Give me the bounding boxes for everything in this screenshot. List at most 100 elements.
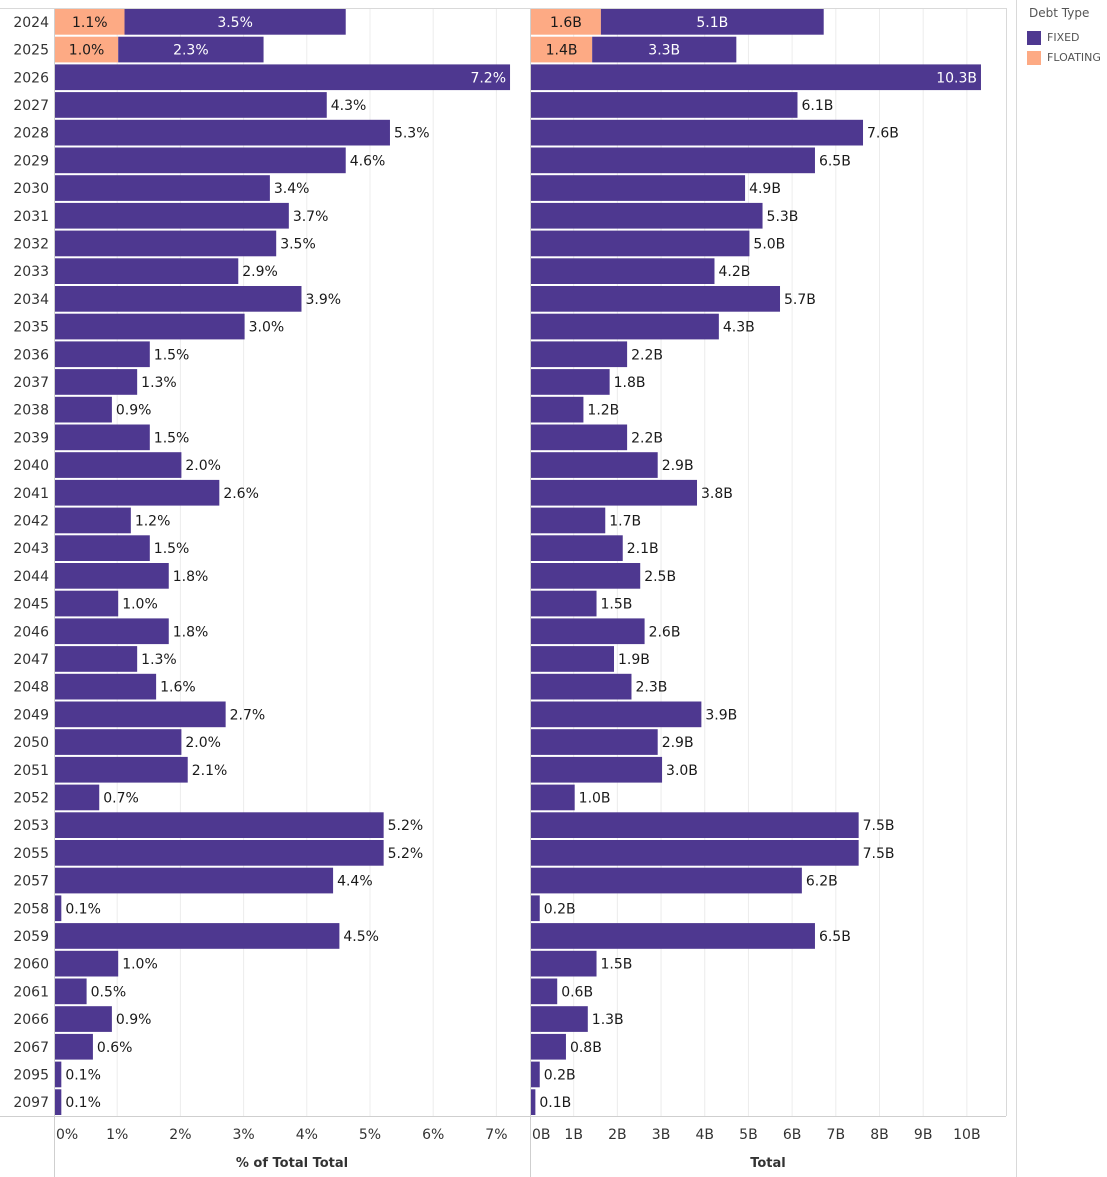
axis-title-pct: % of Total Total: [236, 1156, 348, 1171]
year-label-2034: 2034: [13, 292, 49, 308]
year-label-2035: 2035: [13, 320, 49, 336]
data-label-fixed-total-2040: 2.9B: [662, 458, 694, 474]
data-label-fixed-total-2039: 2.2B: [631, 430, 663, 446]
data-label-fixed-pct-2048: 1.6%: [160, 680, 196, 696]
data-label-fixed-total-2050: 2.9B: [662, 735, 694, 751]
data-label-fixed-pct-2030: 3.4%: [274, 181, 310, 197]
tick-label-total-7: 7B: [827, 1127, 846, 1143]
tick-label-total-4: 4B: [695, 1127, 714, 1143]
data-label-fixed-total-2095: 0.2B: [544, 1067, 576, 1083]
year-label-2067: 2067: [13, 1040, 49, 1056]
year-label-2066: 2066: [13, 1012, 49, 1028]
bar-fixed-pct-2029: [55, 147, 346, 174]
data-label-fixed-pct-2035: 3.0%: [249, 320, 285, 336]
bar-fixed-total-2051: [531, 756, 663, 783]
data-label-fixed-pct-2066: 0.9%: [116, 1012, 152, 1028]
tick-label-total-9: 9B: [914, 1127, 933, 1143]
year-axis: 2024 2025 2026 2027 2028 2029 2030 2031 2032 2033…: [0, 8, 54, 1117]
data-label-fixed-pct-2036: 1.5%: [154, 347, 190, 363]
tick-label-total-5: 5B: [739, 1127, 758, 1143]
data-label-fixed-total-2053: 7.5B: [863, 818, 895, 834]
bar-fixed-pct-2041: [55, 479, 220, 506]
bar-fixed-pct-2034: [55, 286, 302, 312]
bar-fixed-pct-2053: [55, 812, 384, 838]
data-label-fixed-total-2034: 5.7B: [784, 292, 816, 308]
bar-fixed-total-2061: [531, 978, 558, 1005]
data-label-fixed-pct-2038: 0.9%: [116, 403, 152, 419]
tick-label-total-3: 3B: [652, 1127, 671, 1143]
year-label-2095: 2095: [13, 1067, 49, 1083]
data-label-fixed-total-2029: 6.5B: [819, 153, 851, 169]
year-label-2047: 2047: [13, 652, 49, 668]
data-label-fixed-total-2024: 5.1B: [696, 15, 728, 31]
bar-fixed-pct-2055: [55, 840, 384, 866]
bar-fixed-pct-2038: [55, 396, 112, 423]
data-label-fixed-pct-2052: 0.7%: [103, 790, 139, 806]
bar-fixed-total-2035: [531, 313, 719, 340]
year-label-2029: 2029: [13, 153, 49, 169]
data-label-fixed-total-2041: 3.8B: [701, 486, 733, 502]
bar-fixed-total-2033: [531, 258, 715, 284]
year-label-2039: 2039: [13, 430, 49, 446]
year-label-2026: 2026: [13, 70, 49, 86]
year-label-2041: 2041: [13, 486, 49, 502]
data-label-fixed-pct-2097: 0.1%: [65, 1095, 101, 1111]
data-label-fixed-pct-2045: 1.0%: [122, 597, 158, 613]
data-label-fixed-total-2032: 5.0B: [753, 236, 785, 252]
data-label-fixed-total-2031: 5.3B: [767, 209, 799, 225]
data-label-fixed-total-2049: 3.9B: [705, 707, 737, 723]
tick-label-total-2: 2B: [608, 1127, 627, 1143]
bar-fixed-total-2053: [531, 812, 859, 838]
bar-floating-pct-2024: [55, 9, 125, 35]
chart-area: 2024 2025 2026 2027 2028 2029 2030 2031 2032 2033…: [0, 8, 1007, 1177]
data-label-fixed-total-2027: 6.1B: [801, 98, 833, 114]
data-label-floating-pct-2025: 1.0%: [69, 43, 105, 59]
bar-fixed-pct-2061: [55, 978, 87, 1005]
data-label-fixed-pct-2025: 2.3%: [173, 43, 209, 59]
year-label-2036: 2036: [13, 347, 49, 363]
bar-fixed-total-2032: [531, 230, 750, 257]
bar-fixed-total-2039: [531, 424, 628, 451]
data-label-fixed-pct-2095: 0.1%: [65, 1067, 101, 1083]
year-label-2028: 2028: [13, 126, 49, 142]
bar-fixed-total-2034: [531, 286, 781, 312]
data-label-fixed-total-2060: 1.5B: [601, 957, 633, 973]
year-label-2027: 2027: [13, 98, 49, 114]
bar-fixed-total-2028: [531, 119, 864, 146]
bar-fixed-total-2047: [531, 646, 615, 672]
tick-label-total-0: 0B: [532, 1127, 551, 1143]
data-label-fixed-pct-2051: 2.1%: [192, 763, 228, 779]
tick-label-total-1: 1B: [564, 1127, 583, 1143]
bar-fixed-total-2060: [531, 950, 597, 977]
data-label-fixed-pct-2040: 2.0%: [185, 458, 221, 474]
data-label-fixed-pct-2055: 5.2%: [388, 846, 424, 862]
bar-fixed-total-2027: [531, 92, 798, 118]
year-label-2046: 2046: [13, 624, 49, 640]
data-label-fixed-total-2025: 3.3B: [648, 43, 680, 59]
data-label-fixed-total-2067: 0.8B: [570, 1040, 602, 1056]
bar-fixed-pct-2039: [55, 424, 150, 451]
data-label-floating-pct-2024: 1.1%: [72, 15, 108, 31]
data-label-fixed-pct-2042: 1.2%: [135, 513, 171, 529]
year-label-2037: 2037: [13, 375, 49, 391]
data-label-fixed-total-2048: 2.3B: [635, 680, 667, 696]
bar-floating-pct-2025: [55, 36, 119, 63]
legend-title: Debt Type: [1029, 6, 1090, 20]
bar-fixed-pct-2031: [55, 202, 289, 229]
legend: Debt Type FIXED FLOATING: [1016, 0, 1107, 1177]
bar-fixed-total-2038: [531, 396, 584, 423]
bar-fixed-total-2057: [531, 867, 802, 894]
data-label-fixed-pct-2029: 4.6%: [350, 153, 386, 169]
year-label-2038: 2038: [13, 403, 49, 419]
bar-fixed-total-2095: [531, 1061, 540, 1088]
bar-floating-total-2024: [531, 9, 601, 35]
tick-label-pct-0: 0%: [56, 1127, 78, 1143]
data-label-fixed-pct-2033: 2.9%: [242, 264, 278, 280]
data-label-fixed-total-2055: 7.5B: [863, 846, 895, 862]
data-label-fixed-total-2033: 4.2B: [718, 264, 750, 280]
bar-fixed-total-2059: [531, 923, 815, 949]
data-label-fixed-total-2043: 2.1B: [627, 541, 659, 557]
bar-fixed-total-2067: [531, 1033, 566, 1060]
data-label-fixed-pct-2046: 1.8%: [173, 624, 209, 640]
bar-fixed-pct-2033: [55, 258, 239, 284]
